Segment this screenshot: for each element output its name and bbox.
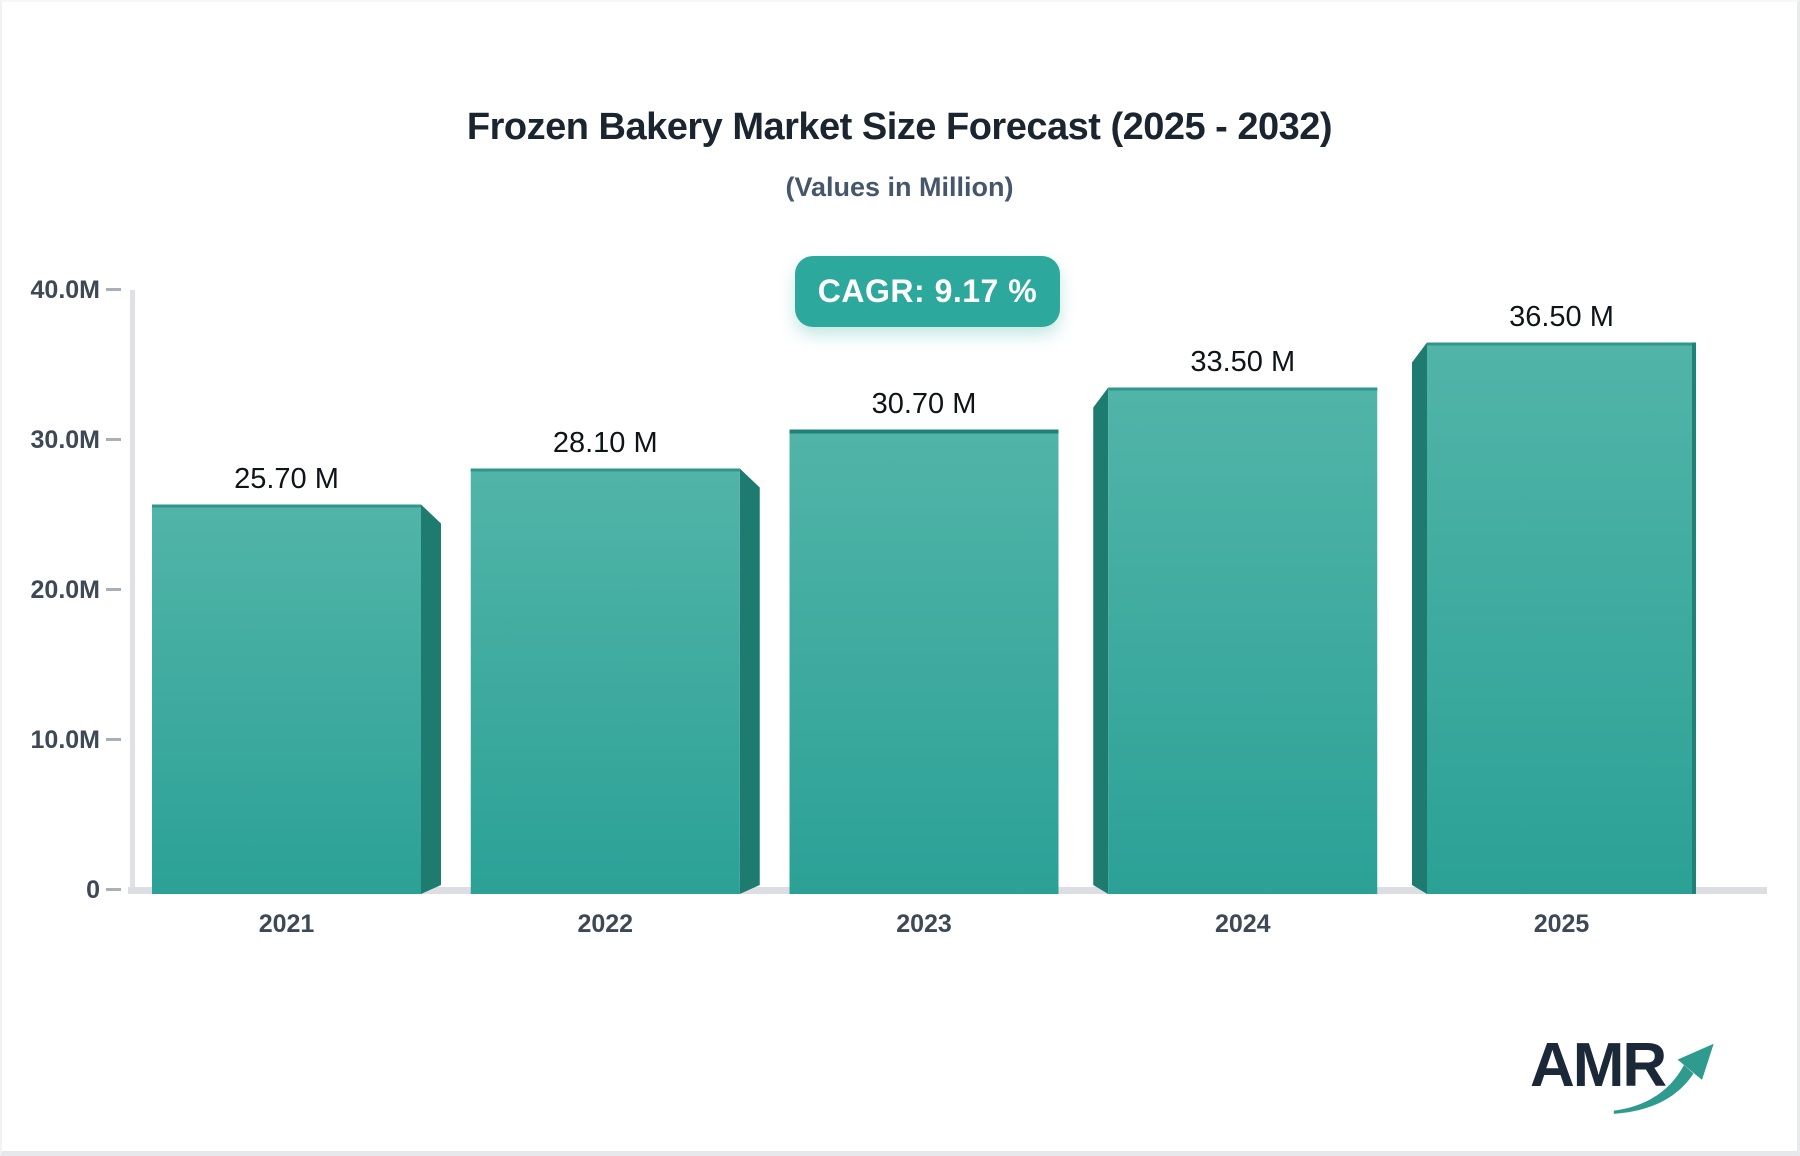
bar-right-edge-2025 — [1692, 342, 1696, 894]
y-tick-dash — [106, 738, 121, 741]
amr-logo: AMR — [1530, 1030, 1740, 1120]
bar-top-edge-2024 — [1108, 387, 1378, 391]
bar-side-face-2024 — [1093, 387, 1109, 894]
bar-side-face-2021 — [421, 504, 441, 894]
bar-top-edge-2023 — [789, 429, 1059, 434]
bar-2025 — [1427, 342, 1696, 894]
bar-2024 — [1108, 387, 1378, 894]
bar-top-edge-2025 — [1427, 342, 1696, 346]
growth-arrow-icon — [1608, 1032, 1728, 1117]
bar-side-face-2025 — [1412, 342, 1427, 894]
bar-side-face-2022 — [739, 468, 760, 894]
cagr-badge: CAGR: 9.17 % — [795, 256, 1060, 327]
bar-value-label-2024: 33.50 M — [1190, 345, 1296, 378]
y-tick-dash — [106, 288, 121, 291]
bar-2022 — [470, 468, 740, 894]
bar-value-label-2021: 25.70 M — [234, 462, 339, 495]
x-tick-label-2024: 2024 — [1214, 910, 1271, 938]
bar-top-edge-2022 — [470, 468, 740, 472]
bar-value-label-2025: 36.50 M — [1509, 300, 1614, 333]
x-tick-label-2023: 2023 — [896, 910, 952, 938]
bar-value-label-2022: 28.10 M — [552, 426, 658, 459]
cagr-badge-label: CAGR: 9.17 % — [817, 273, 1038, 309]
amr-logo-text: AMR — [1530, 1031, 1667, 1100]
bar-2021 — [152, 504, 421, 894]
y-tick-label: 0 — [86, 876, 100, 904]
x-tick-label-2025: 2025 — [1533, 910, 1590, 938]
y-tick-label: 30.0M — [30, 426, 100, 454]
chart-subtitle: (Values in Million) — [785, 172, 1014, 202]
y-axis-line — [130, 290, 135, 894]
bar-value-label-2023: 30.70 M — [871, 387, 977, 420]
x-tick-label-2021: 2021 — [258, 910, 315, 938]
y-tick-dash — [106, 438, 121, 441]
bar-top-edge-2021 — [152, 504, 421, 508]
y-tick-dash — [106, 588, 121, 591]
y-tick-label: 10.0M — [30, 726, 100, 754]
chart-title: Frozen Bakery Market Size Forecast (2025… — [466, 106, 1333, 148]
x-tick-label-2022: 2022 — [577, 910, 634, 938]
y-tick-label: 20.0M — [30, 576, 100, 604]
y-tick-dash — [106, 888, 121, 891]
bar-2023 — [789, 429, 1059, 894]
y-tick-label: 40.0M — [30, 276, 100, 304]
